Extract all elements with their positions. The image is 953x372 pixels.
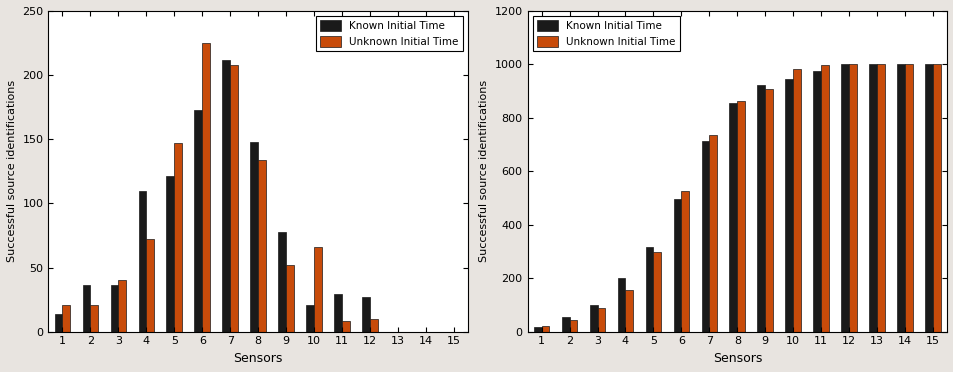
Bar xyxy=(569,320,577,332)
Bar xyxy=(904,64,912,332)
Bar xyxy=(700,141,709,332)
Bar xyxy=(278,232,286,332)
Bar xyxy=(314,247,321,332)
Bar xyxy=(230,65,238,332)
Bar xyxy=(362,297,370,332)
Bar xyxy=(138,190,146,332)
Bar xyxy=(306,305,314,332)
Bar xyxy=(897,64,904,332)
Bar xyxy=(561,317,569,332)
Bar xyxy=(625,290,633,332)
Bar xyxy=(91,305,98,332)
Bar xyxy=(533,327,541,332)
Bar xyxy=(194,110,202,332)
Bar xyxy=(541,326,549,332)
Bar xyxy=(222,60,230,332)
X-axis label: Sensors: Sensors xyxy=(233,352,283,365)
Bar xyxy=(757,85,764,332)
Bar xyxy=(737,101,744,332)
Bar xyxy=(848,64,856,332)
Bar xyxy=(83,285,91,332)
Bar xyxy=(334,295,342,332)
Bar xyxy=(54,314,62,332)
Bar xyxy=(202,43,210,332)
Bar xyxy=(784,79,793,332)
Bar xyxy=(932,64,940,332)
Bar xyxy=(841,64,848,332)
Bar xyxy=(821,65,828,332)
Bar xyxy=(146,239,154,332)
Bar xyxy=(653,252,660,332)
Bar xyxy=(342,321,350,332)
Bar xyxy=(645,247,653,332)
Bar xyxy=(709,135,717,332)
Bar xyxy=(174,143,182,332)
Bar xyxy=(813,71,821,332)
Y-axis label: Successful source identifications: Successful source identifications xyxy=(478,80,489,262)
Bar xyxy=(118,280,126,332)
Bar xyxy=(729,103,737,332)
Bar xyxy=(924,64,932,332)
Bar xyxy=(286,265,294,332)
Bar xyxy=(876,64,884,332)
Legend: Known Initial Time, Unknown Initial Time: Known Initial Time, Unknown Initial Time xyxy=(315,16,462,51)
Bar xyxy=(589,305,597,332)
Bar xyxy=(673,199,680,332)
Bar xyxy=(793,69,801,332)
Bar xyxy=(680,191,688,332)
Bar xyxy=(62,305,71,332)
Bar xyxy=(250,142,258,332)
Bar xyxy=(167,176,174,332)
Bar xyxy=(111,285,118,332)
Bar xyxy=(764,89,772,332)
Bar xyxy=(868,64,876,332)
Bar xyxy=(258,160,266,332)
Y-axis label: Successful source identifications: Successful source identifications xyxy=(7,80,17,262)
X-axis label: Sensors: Sensors xyxy=(712,352,761,365)
Bar xyxy=(370,319,377,332)
Legend: Known Initial Time, Unknown Initial Time: Known Initial Time, Unknown Initial Time xyxy=(532,16,679,51)
Bar xyxy=(597,308,605,332)
Bar xyxy=(617,278,625,332)
